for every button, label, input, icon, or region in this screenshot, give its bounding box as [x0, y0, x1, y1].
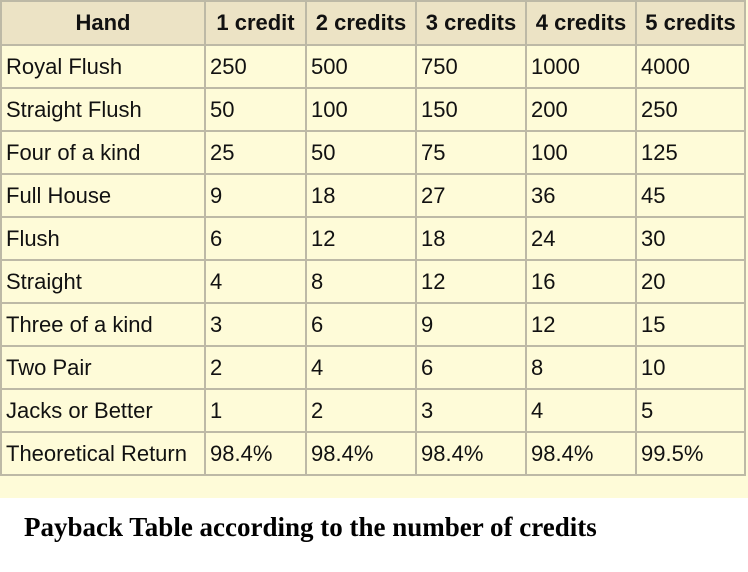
payout-cell: 1000 [525, 44, 637, 89]
payout-cell: 4 [305, 345, 417, 390]
payout-cell: 12 [415, 259, 527, 304]
payout-cell: 150 [415, 87, 527, 132]
return-cell: 98.4% [415, 431, 527, 476]
table-row: Jacks or Better 1 2 3 4 5 [0, 388, 746, 433]
payout-cell: 4 [204, 259, 307, 304]
payout-cell: 8 [525, 345, 637, 390]
hand-name: Flush [0, 216, 206, 261]
header-4-credits: 4 credits [525, 0, 637, 46]
header-1-credit: 1 credit [204, 0, 307, 46]
payout-cell: 36 [525, 173, 637, 218]
hand-name: Jacks or Better [0, 388, 206, 433]
table-row: Four of a kind 25 50 75 100 125 [0, 130, 746, 175]
payout-cell: 24 [525, 216, 637, 261]
table-body: Royal Flush 250 500 750 1000 4000 Straig… [0, 44, 746, 476]
payout-cell: 25 [204, 130, 307, 175]
payout-cell: 75 [415, 130, 527, 175]
payout-cell: 250 [635, 87, 746, 132]
table-row: Two Pair 2 4 6 8 10 [0, 345, 746, 390]
hand-name: Straight [0, 259, 206, 304]
table-row: Flush 6 12 18 24 30 [0, 216, 746, 261]
table-row: Royal Flush 250 500 750 1000 4000 [0, 44, 746, 89]
payout-cell: 4 [525, 388, 637, 433]
hand-name: Three of a kind [0, 302, 206, 347]
hand-name: Straight Flush [0, 87, 206, 132]
return-cell: 99.5% [635, 431, 746, 476]
payout-cell: 4000 [635, 44, 746, 89]
payout-cell: 200 [525, 87, 637, 132]
payout-cell: 6 [305, 302, 417, 347]
payout-cell: 6 [204, 216, 307, 261]
payout-cell: 500 [305, 44, 417, 89]
hand-name: Theoretical Return [0, 431, 206, 476]
payout-cell: 12 [525, 302, 637, 347]
payout-cell: 1 [204, 388, 307, 433]
header-2-credits: 2 credits [305, 0, 417, 46]
payout-cell: 10 [635, 345, 746, 390]
payout-cell: 9 [204, 173, 307, 218]
payout-cell: 2 [204, 345, 307, 390]
return-cell: 98.4% [525, 431, 637, 476]
table-caption: Payback Table according to the number of… [24, 512, 597, 542]
table-row: Three of a kind 3 6 9 12 15 [0, 302, 746, 347]
hand-name: Full House [0, 173, 206, 218]
caption-area: Payback Table according to the number of… [0, 498, 748, 572]
payout-cell: 9 [415, 302, 527, 347]
payout-cell: 45 [635, 173, 746, 218]
payout-cell: 250 [204, 44, 307, 89]
payout-cell: 2 [305, 388, 417, 433]
header-3-credits: 3 credits [415, 0, 527, 46]
table-row: Straight 4 8 12 16 20 [0, 259, 746, 304]
table-row: Theoretical Return 98.4% 98.4% 98.4% 98.… [0, 431, 746, 476]
payout-cell: 100 [305, 87, 417, 132]
table-row: Full House 9 18 27 36 45 [0, 173, 746, 218]
payback-table-container: Hand 1 credit 2 credits 3 credits 4 cred… [0, 0, 746, 476]
payout-cell: 12 [305, 216, 417, 261]
payout-cell: 16 [525, 259, 637, 304]
payout-cell: 18 [305, 173, 417, 218]
payout-cell: 50 [204, 87, 307, 132]
table-row: Straight Flush 50 100 150 200 250 [0, 87, 746, 132]
payout-cell: 3 [415, 388, 527, 433]
payout-cell: 27 [415, 173, 527, 218]
payout-cell: 8 [305, 259, 417, 304]
payout-cell: 100 [525, 130, 637, 175]
return-cell: 98.4% [305, 431, 417, 476]
payback-table: Hand 1 credit 2 credits 3 credits 4 cred… [0, 0, 746, 476]
header-hand: Hand [0, 0, 206, 46]
header-5-credits: 5 credits [635, 0, 746, 46]
payout-cell: 30 [635, 216, 746, 261]
payout-cell: 15 [635, 302, 746, 347]
payout-cell: 5 [635, 388, 746, 433]
payout-cell: 3 [204, 302, 307, 347]
hand-name: Royal Flush [0, 44, 206, 89]
payout-cell: 50 [305, 130, 417, 175]
return-cell: 98.4% [204, 431, 307, 476]
table-header-row: Hand 1 credit 2 credits 3 credits 4 cred… [0, 0, 746, 46]
payout-cell: 18 [415, 216, 527, 261]
hand-name: Two Pair [0, 345, 206, 390]
hand-name: Four of a kind [0, 130, 206, 175]
payout-cell: 125 [635, 130, 746, 175]
payout-cell: 750 [415, 44, 527, 89]
payout-cell: 6 [415, 345, 527, 390]
payout-cell: 20 [635, 259, 746, 304]
